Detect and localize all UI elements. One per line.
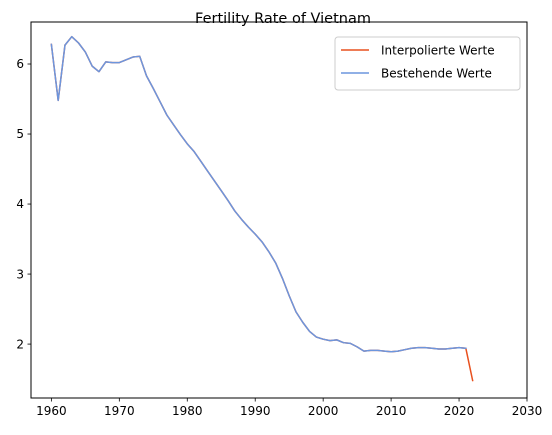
- legend-label-1: Bestehende Werte: [381, 66, 492, 80]
- x-tick-label: 1970: [104, 404, 135, 418]
- x-tick-label: 1990: [240, 404, 271, 418]
- x-tick-label: 2000: [308, 404, 339, 418]
- y-tick-label: 5: [16, 127, 24, 141]
- legend: Interpolierte Werte Bestehende Werte: [335, 37, 520, 90]
- x-tick-label: 2020: [444, 404, 475, 418]
- y-axis: 2 3 4 5 6: [16, 57, 31, 351]
- legend-label-0: Interpolierte Werte: [381, 43, 495, 57]
- y-tick-label: 4: [16, 197, 24, 211]
- x-axis: 1960 1970 1980 1990 2000 2010 2020 2030: [36, 398, 542, 418]
- x-tick-label: 1980: [172, 404, 203, 418]
- x-tick-label: 2030: [512, 404, 543, 418]
- x-tick-label: 1960: [36, 404, 67, 418]
- y-tick-label: 3: [16, 267, 24, 281]
- y-tick-label: 6: [16, 57, 24, 71]
- y-tick-label: 2: [16, 337, 24, 351]
- x-tick-label: 2010: [376, 404, 407, 418]
- chart-title: Fertility Rate of Vietnam: [195, 11, 371, 27]
